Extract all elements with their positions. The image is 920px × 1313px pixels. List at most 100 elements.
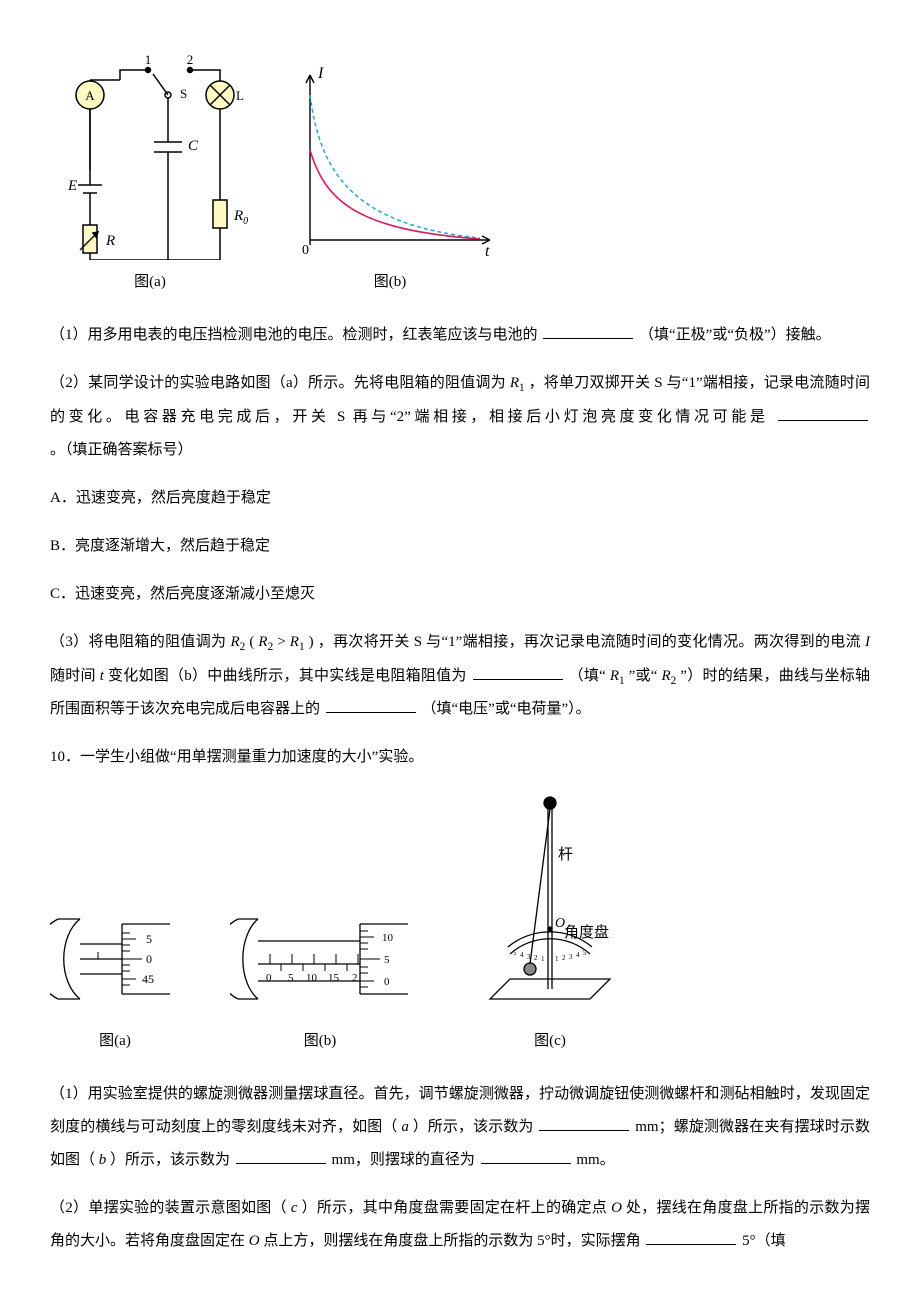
axis-origin: 0 (302, 243, 309, 258)
q10-2-d: 点上方，则摆线在角度盘上所指的示数为 5°时，实际摆角 (263, 1233, 640, 1249)
q3-blank-2[interactable] (326, 696, 416, 714)
bulb-label: L (236, 88, 244, 103)
q2-R1: R (510, 375, 519, 391)
figure-micrometer-a: 5 0 45 图(a) (50, 889, 180, 1058)
figure-graph-b: I t 0 图(b) (280, 60, 500, 299)
q2-blank[interactable] (778, 403, 868, 421)
q10-1-blank-3[interactable] (481, 1147, 571, 1165)
q3-I: I (865, 634, 870, 650)
q3-a: （3）将电阻箱的阻值调为 (50, 634, 226, 650)
q10-2-b: ）所示，其中角度盘需要固定在杆上的确定点 (302, 1200, 611, 1216)
node1-label: 1 (145, 52, 152, 67)
figure-row-bottom: 5 0 45 图(a) (50, 789, 870, 1058)
resistor-R-label: R (105, 233, 115, 249)
question-1: （1）用多用电表的电压挡检测电池的电压。检测时，红表笔应该与电池的 （填“正极”… (50, 319, 870, 352)
q3-f: ”或“ (629, 668, 658, 684)
figure-pendulum-c: 杆 角度盘 O 5 4 3 2 1 1 2 3 4 5 图(c) (460, 789, 640, 1058)
graph-caption: 图(b) (374, 266, 407, 299)
mic-b-h-5: 5 (288, 972, 294, 984)
figure-micrometer-b: 0 5 10 15 2 10 5 0 图(b) (230, 889, 410, 1058)
q3-R2c-sub: 2 (671, 675, 677, 687)
q10-2-O: O (611, 1200, 622, 1216)
q1-text-b: （填“正极”或“负极”）接触。 (639, 327, 831, 343)
rod-label: 杆 (558, 846, 573, 863)
q3-R1c: R (610, 668, 619, 684)
question-10-title: 10．一学生小组做“用单摆测量重力加速度的大小”实验。 (50, 741, 870, 774)
axis-x-label: t (485, 243, 490, 260)
mic-b-h-10: 10 (306, 972, 318, 984)
q3-b: ，再次将开关 S 与“1”端相接，再次记录电流随时间的变化情况。两次得到的电流 (318, 634, 865, 650)
scale-l1: 1 (541, 955, 545, 963)
q10-1-blank-1[interactable] (539, 1114, 629, 1132)
q3-blank-1[interactable] (473, 662, 563, 680)
q10-1-a-letter: a (401, 1119, 409, 1135)
mic-a-tick-0: 0 (146, 952, 152, 966)
curve-dashed (310, 95, 480, 238)
q3-R2c: R (661, 668, 670, 684)
q10-1-b-letter: b (99, 1152, 107, 1168)
question-2: （2）某同学设计的实验电路如图（a）所示。先将电阻箱的阻值调为 R1 ，将单刀双… (50, 367, 870, 467)
q3-paren-open: ( (249, 634, 254, 650)
q10-2-c-letter: c (291, 1200, 298, 1216)
q2-text-a: （2）某同学设计的实验电路如图（a）所示。先将电阻箱的阻值调为 (50, 375, 506, 391)
mic-b-v-5: 5 (384, 954, 390, 966)
micrometer-a-svg: 5 0 45 (50, 889, 180, 1019)
q10-2-blank[interactable] (646, 1228, 736, 1246)
protractor-label: 角度盘 (564, 923, 609, 941)
scale-r4: 4 (576, 951, 580, 959)
battery-label: E (67, 178, 77, 194)
option-A: A．迅速变亮，然后亮度趋于稳定 (50, 482, 870, 515)
mic-b-h-20: 2 (352, 972, 358, 984)
q10-2-O2: O (249, 1233, 260, 1249)
figure-row-top: A 1 2 S L E C R R0 图(a) I t 0 (50, 50, 870, 299)
question-10-2: （2）单摆实验的装置示意图如图（ c ）所示，其中角度盘需要固定在杆上的确定点 … (50, 1192, 870, 1258)
q1-text-a: （1）用多用电表的电压挡检测电池的电压。检测时，红表笔应该与电池的 (50, 327, 538, 343)
q10-1-f: mm。 (576, 1152, 614, 1168)
q3-R2-sub: 2 (240, 641, 246, 653)
micrometer-b-caption: 图(b) (304, 1025, 337, 1058)
circuit-svg: A 1 2 S L E C R R0 (50, 50, 250, 260)
capacitor-label: C (188, 138, 199, 154)
q3-R1c-sub: 1 (619, 675, 625, 687)
q3-h: （填“电压”或“电荷量”）。 (422, 701, 591, 717)
q3-R1b: R (290, 634, 299, 650)
q3-gt: > (277, 634, 290, 650)
q2-R1-sub: 1 (519, 382, 525, 394)
micrometer-a-caption: 图(a) (99, 1025, 131, 1058)
scale-r2: 2 (562, 954, 566, 962)
q10-1-blank-2[interactable] (236, 1147, 326, 1165)
q10-2-e: 5°（填 (742, 1233, 786, 1249)
scale-l3: 3 (527, 953, 531, 961)
q2-text-c: 。（填正确答案标号） (50, 442, 193, 458)
q3-R1b-sub: 1 (299, 641, 305, 653)
question-3: （3）将电阻箱的阻值调为 R2 ( R2 > R1 ) ，再次将开关 S 与“1… (50, 626, 870, 727)
q10-2-a: （2）单摆实验的装置示意图如图（ (50, 1200, 287, 1216)
scale-l2: 2 (534, 954, 538, 962)
resistor-R0-label: R0 (233, 208, 248, 227)
q10-1-e: mm，则摆球的直径为 (332, 1152, 475, 1168)
q3-R2: R (230, 634, 239, 650)
micrometer-b-svg: 0 5 10 15 2 10 5 0 (230, 889, 410, 1019)
q3-R2b: R (258, 634, 267, 650)
mic-b-v-10: 10 (382, 932, 394, 944)
curve-solid (310, 150, 480, 239)
figure-circuit-a: A 1 2 S L E C R R0 图(a) (50, 50, 250, 299)
axis-y-label: I (317, 65, 324, 82)
option-C: C．迅速变亮，然后亮度逐渐减小至熄灭 (50, 578, 870, 611)
q3-paren-close: ) (309, 634, 314, 650)
mic-b-h-15: 15 (328, 972, 340, 984)
node2-label: 2 (187, 52, 194, 67)
q10-1-d: ）所示，该示数为 (110, 1152, 230, 1168)
pendulum-caption: 图(c) (534, 1025, 566, 1058)
scale-r1: 1 (555, 955, 559, 963)
pendulum-O-label: O (555, 916, 565, 931)
q1-blank[interactable] (543, 322, 633, 340)
q3-c: 随时间 (50, 668, 100, 684)
ammeter-label: A (85, 88, 95, 103)
mic-b-v-0: 0 (384, 976, 390, 988)
scale-r3: 3 (569, 953, 573, 961)
mic-a-tick-45: 45 (142, 972, 154, 986)
q10-1-b: ）所示，该示数为 (413, 1119, 534, 1135)
option-B: B．亮度逐渐增大，然后趋于稳定 (50, 530, 870, 563)
pendulum-svg: 杆 角度盘 O 5 4 3 2 1 1 2 3 4 5 (460, 789, 640, 1019)
